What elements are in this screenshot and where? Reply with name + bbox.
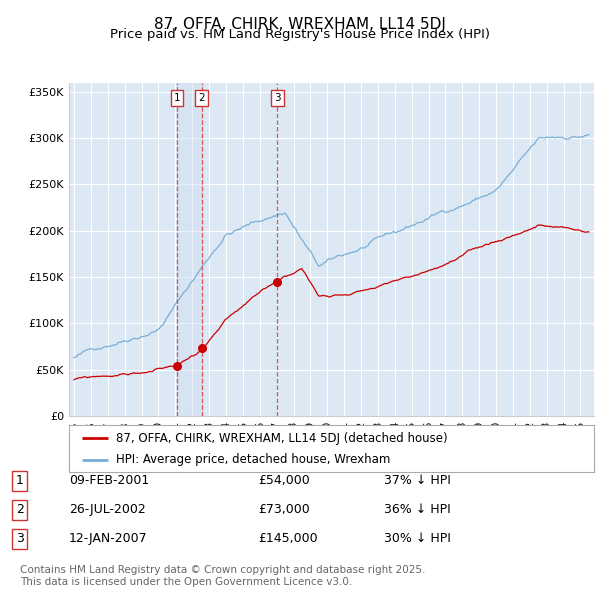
Text: 2: 2 bbox=[199, 93, 205, 103]
Text: HPI: Average price, detached house, Wrexham: HPI: Average price, detached house, Wrex… bbox=[116, 453, 391, 466]
Text: 30% ↓ HPI: 30% ↓ HPI bbox=[384, 532, 451, 545]
Text: 09-FEB-2001: 09-FEB-2001 bbox=[69, 474, 149, 487]
Text: 87, OFFA, CHIRK, WREXHAM, LL14 5DJ (detached house): 87, OFFA, CHIRK, WREXHAM, LL14 5DJ (deta… bbox=[116, 431, 448, 444]
Text: 1: 1 bbox=[174, 93, 181, 103]
Text: 3: 3 bbox=[16, 532, 24, 545]
Text: £73,000: £73,000 bbox=[258, 503, 310, 516]
Bar bbox=[177, 83, 202, 416]
Text: Price paid vs. HM Land Registry's House Price Index (HPI): Price paid vs. HM Land Registry's House … bbox=[110, 28, 490, 41]
Text: £145,000: £145,000 bbox=[258, 532, 317, 545]
Text: 37% ↓ HPI: 37% ↓ HPI bbox=[384, 474, 451, 487]
Text: Contains HM Land Registry data © Crown copyright and database right 2025.
This d: Contains HM Land Registry data © Crown c… bbox=[20, 565, 425, 587]
Text: 12-JAN-2007: 12-JAN-2007 bbox=[69, 532, 148, 545]
Text: 36% ↓ HPI: 36% ↓ HPI bbox=[384, 503, 451, 516]
Text: 1: 1 bbox=[16, 474, 24, 487]
Text: 87, OFFA, CHIRK, WREXHAM, LL14 5DJ: 87, OFFA, CHIRK, WREXHAM, LL14 5DJ bbox=[154, 17, 446, 31]
Text: 2: 2 bbox=[16, 503, 24, 516]
Text: 3: 3 bbox=[274, 93, 281, 103]
Text: £54,000: £54,000 bbox=[258, 474, 310, 487]
Text: 26-JUL-2002: 26-JUL-2002 bbox=[69, 503, 146, 516]
